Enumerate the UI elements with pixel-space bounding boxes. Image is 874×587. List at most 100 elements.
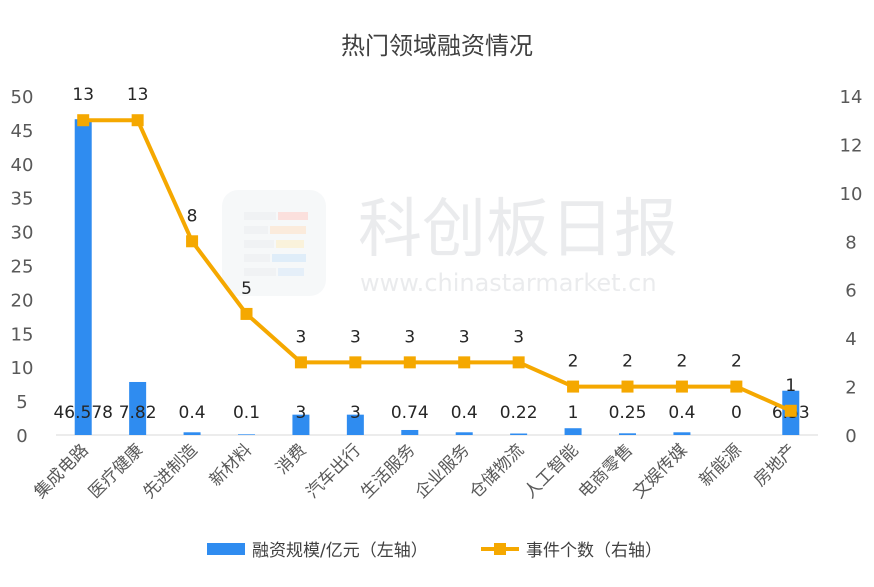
y-right-tick-label: 14 bbox=[840, 87, 863, 108]
bar bbox=[74, 119, 92, 435]
legend-line-marker bbox=[494, 543, 506, 555]
bar bbox=[129, 381, 147, 435]
bar bbox=[346, 414, 364, 435]
x-tick-label: 房地产 bbox=[750, 440, 800, 490]
bar-data-label: 0.22 bbox=[500, 403, 538, 423]
y-left-tick-label: 40 bbox=[11, 155, 34, 176]
x-tick-label: 汽车出行 bbox=[303, 440, 365, 502]
legend-line-label: 事件个数（右轴） bbox=[526, 541, 662, 561]
x-tick-label: 消费 bbox=[272, 440, 310, 478]
bar-data-label: 0.4 bbox=[179, 403, 206, 423]
y-left-tick-label: 45 bbox=[11, 121, 34, 142]
y-right-tick-label: 0 bbox=[845, 426, 856, 447]
bar-data-label: 1 bbox=[568, 403, 579, 423]
line-marker bbox=[730, 380, 743, 393]
y-left-tick-label: 5 bbox=[16, 392, 27, 413]
x-tick-label: 新能源 bbox=[696, 440, 746, 490]
bar-data-label: 0 bbox=[731, 403, 742, 423]
line-marker bbox=[77, 114, 90, 127]
line-data-label: 1 bbox=[785, 376, 796, 396]
bar-data-label: 0.74 bbox=[391, 403, 429, 423]
x-tick-label: 电商零售 bbox=[575, 440, 637, 502]
line-marker bbox=[294, 356, 307, 369]
bar-data-label: 0.4 bbox=[668, 403, 695, 423]
line-marker bbox=[675, 380, 688, 393]
line-series bbox=[77, 114, 797, 417]
x-tick-label: 文娱传媒 bbox=[629, 440, 691, 502]
y-left-tick-label: 25 bbox=[11, 257, 34, 278]
line-marker bbox=[621, 380, 634, 393]
line-marker bbox=[567, 380, 580, 393]
bar-data-label: 46.578 bbox=[53, 403, 112, 423]
line-data-label: 8 bbox=[187, 206, 198, 226]
bar bbox=[183, 432, 201, 435]
bar bbox=[401, 429, 419, 435]
x-tick-label: 生活服务 bbox=[357, 440, 419, 502]
y-left-tick-label: 35 bbox=[11, 189, 34, 210]
x-tick-label: 集成电路 bbox=[31, 440, 93, 502]
line-data-label: 3 bbox=[404, 327, 415, 347]
x-tick-label: 新材料 bbox=[206, 440, 256, 490]
line-marker bbox=[186, 235, 199, 248]
watermark-name: 科创板日报 bbox=[358, 193, 678, 267]
line-marker bbox=[131, 114, 144, 127]
x-tick-label: 先进制造 bbox=[139, 440, 201, 502]
x-tick-label: 人工智能 bbox=[520, 440, 582, 502]
line-data-label: 3 bbox=[350, 327, 361, 347]
bar-data-label: 3 bbox=[296, 403, 307, 423]
line-data-label: 2 bbox=[677, 352, 688, 372]
line-data-label: 5 bbox=[241, 279, 252, 299]
line-data-label: 3 bbox=[296, 327, 307, 347]
bar bbox=[238, 434, 255, 435]
bar-labels: 46.5787.820.40.1330.740.40.2210.250.406.… bbox=[53, 403, 809, 423]
line-marker bbox=[349, 356, 362, 369]
legend-bar-swatch bbox=[207, 543, 245, 555]
bar-data-label: 7.82 bbox=[119, 403, 157, 423]
bar-data-label: 0.1 bbox=[233, 403, 260, 423]
bar-series bbox=[74, 119, 800, 435]
y-left-tick-label: 20 bbox=[11, 290, 34, 311]
line-path bbox=[83, 118, 792, 413]
line-labels: 13 13 8 5 3 3 3 3 3 2 2 2 2 1 bbox=[72, 85, 796, 396]
x-tick-label: 仓储物流 bbox=[466, 440, 528, 502]
watermark-logo bbox=[222, 190, 326, 296]
y-right-tick-label: 2 bbox=[845, 378, 856, 399]
y-right-tick-label: 10 bbox=[840, 184, 863, 205]
x-tick-label: 企业服务 bbox=[412, 440, 474, 502]
line-marker bbox=[784, 404, 797, 417]
bar-data-label: 0.25 bbox=[609, 403, 647, 423]
line-data-label: 13 bbox=[72, 85, 94, 105]
y-right-tick-label: 4 bbox=[845, 329, 856, 350]
bar bbox=[673, 432, 691, 435]
bar bbox=[455, 432, 473, 435]
y-left-tick-label: 50 bbox=[11, 87, 34, 108]
y-left-tick-label: 30 bbox=[11, 223, 34, 244]
line-data-label: 3 bbox=[513, 327, 524, 347]
line-marker bbox=[512, 356, 525, 369]
line-marker bbox=[458, 356, 471, 369]
y-right-tick-label: 12 bbox=[840, 135, 863, 156]
bar bbox=[510, 433, 528, 435]
bar-data-label: 3 bbox=[350, 403, 361, 423]
y-left-tick-label: 0 bbox=[16, 426, 27, 447]
y-left-tick-label: 15 bbox=[11, 324, 34, 345]
y-right-tick-label: 8 bbox=[845, 232, 856, 253]
bar bbox=[292, 414, 310, 435]
y-left-tick-label: 10 bbox=[11, 358, 34, 379]
line-data-label: 2 bbox=[568, 352, 579, 372]
line-marker bbox=[403, 356, 416, 369]
legend: 融资规模/亿元（左轴） 事件个数（右轴） bbox=[207, 541, 662, 561]
bar-data-label: 0.4 bbox=[451, 403, 478, 423]
x-tick-label: 医疗健康 bbox=[85, 440, 147, 502]
watermark-url: www.chinastarmarket.cn bbox=[360, 269, 657, 297]
bar bbox=[564, 428, 582, 435]
y-right-tick-label: 6 bbox=[845, 281, 856, 302]
watermark: 科创板日报 www.chinastarmarket.cn bbox=[222, 190, 678, 297]
legend-bar-label: 融资规模/亿元（左轴） bbox=[252, 541, 428, 561]
line-data-label: 3 bbox=[459, 327, 470, 347]
bar bbox=[619, 433, 636, 435]
line-data-label: 13 bbox=[127, 85, 149, 105]
line-data-label: 2 bbox=[731, 352, 742, 372]
